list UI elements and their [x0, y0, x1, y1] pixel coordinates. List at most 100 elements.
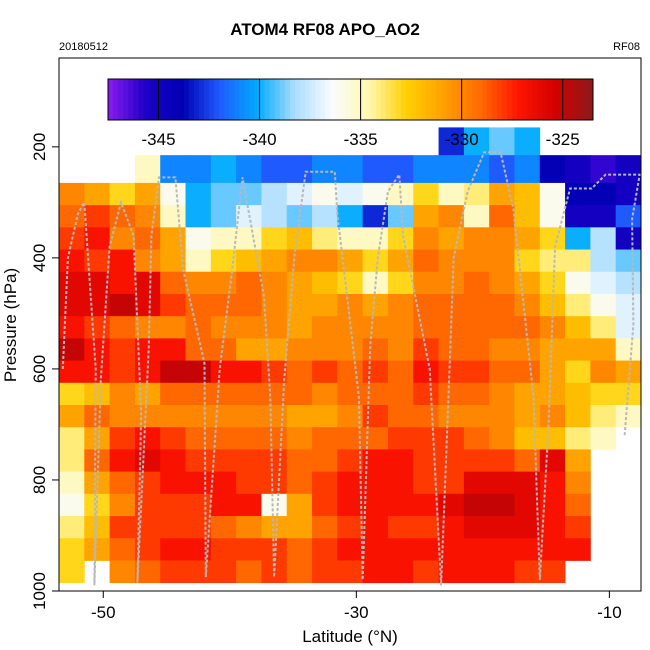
- heatmap-cell: [514, 249, 541, 273]
- heatmap-cell: [489, 271, 515, 295]
- heatmap-cell: [514, 427, 541, 450]
- heatmap-cell: [565, 249, 591, 273]
- heatmap-cell: [109, 493, 136, 517]
- colorbar-segment: [340, 79, 346, 120]
- heatmap-cell: [565, 405, 591, 428]
- heatmap-cell: [387, 249, 414, 273]
- colorbar-segment: [562, 79, 569, 120]
- heatmap-cell: [438, 360, 465, 384]
- heatmap-cell: [109, 338, 136, 361]
- heatmap-cell: [312, 338, 338, 361]
- heatmap-cell: [387, 382, 414, 406]
- heatmap-cell: [463, 471, 490, 495]
- heatmap-cell: [514, 293, 541, 317]
- colorbar-segment: [577, 79, 584, 120]
- heatmap-cell: [236, 405, 262, 428]
- heatmap-cell: [387, 271, 414, 295]
- heatmap-cell: [463, 360, 490, 384]
- heatmap-cell: [590, 405, 617, 428]
- heatmap-cell: [615, 271, 642, 295]
- colorbar-segment: [209, 79, 215, 120]
- heatmap-cell: [236, 338, 262, 361]
- heatmap-cell: [413, 360, 439, 384]
- heatmap-cell: [413, 382, 439, 406]
- heatmap-cell: [539, 493, 566, 517]
- colorbar-tick-label: -340: [243, 130, 277, 149]
- heatmap-cell: [590, 316, 617, 339]
- colorbar-segment: [203, 79, 210, 120]
- heatmap-cell: [413, 293, 439, 317]
- y-tick-label: 400: [30, 244, 49, 272]
- heatmap-cell: [539, 249, 566, 273]
- heatmap-cell: [387, 338, 414, 361]
- colorbar-segment: [133, 79, 139, 120]
- colorbar-segment: [461, 79, 468, 120]
- heatmap-cell: [160, 382, 186, 406]
- heatmap-cell: [565, 471, 591, 495]
- heatmap-cell: [185, 338, 212, 361]
- colorbar-segment: [365, 79, 372, 120]
- colorbar-segment: [426, 79, 432, 120]
- heatmap-cell: [185, 293, 212, 317]
- heatmap-cell: [590, 249, 617, 273]
- colorbar-segment: [375, 79, 382, 120]
- heatmap-cell: [337, 338, 364, 361]
- heatmap-cell: [615, 227, 642, 250]
- heatmap-cell: [261, 471, 288, 495]
- heatmap-cell: [463, 182, 490, 206]
- heatmap-cell: [160, 155, 186, 184]
- colorbar-segment: [411, 79, 417, 120]
- colorbar-segment: [466, 79, 473, 120]
- colorbar-segment: [279, 79, 286, 120]
- heatmap-cell: [489, 449, 515, 473]
- heatmap-cell: [337, 405, 364, 428]
- heatmap-cell: [387, 471, 414, 495]
- colorbar-segment: [542, 79, 549, 120]
- colorbar-segment: [234, 79, 240, 120]
- heatmap-cell: [59, 205, 85, 228]
- colorbar-frame: [107, 78, 594, 121]
- heatmap-cell: [286, 249, 313, 273]
- heatmap-cell: [539, 449, 566, 473]
- heatmap-cell: [312, 182, 338, 206]
- heatmap-cell: [489, 338, 515, 361]
- heatmap-cell: [160, 405, 186, 428]
- colorbar-segment: [128, 79, 134, 120]
- heatmap-cell: [286, 227, 313, 250]
- colorbar-segment: [148, 79, 154, 120]
- heatmap-cell: [59, 560, 85, 584]
- heatmap-cell: [565, 427, 591, 450]
- heatmap-cell: [438, 382, 465, 406]
- axes: -50 -30 -10 200 400 600 800 1000: [30, 133, 622, 622]
- heatmap-cell: [387, 182, 414, 206]
- heatmap-cell: [286, 271, 313, 295]
- heatmap-cell: [514, 227, 541, 250]
- heatmap-cell: [210, 538, 237, 561]
- heatmap-cell: [134, 205, 161, 228]
- colorbar-segment: [305, 79, 311, 120]
- heatmap-cell: [413, 227, 439, 250]
- heatmap-cell: [160, 205, 186, 228]
- heatmap-cell: [109, 471, 136, 495]
- heatmap-cell: [387, 493, 414, 517]
- colorbar-segment: [572, 79, 579, 120]
- heatmap-cell: [160, 516, 186, 539]
- heatmap-cell: [615, 316, 642, 339]
- heatmap-cell: [59, 449, 85, 473]
- colorbar-segment: [390, 79, 397, 120]
- heatmap-cell: [236, 449, 262, 473]
- heatmap-cell: [286, 382, 313, 406]
- heatmap-cell: [160, 360, 186, 384]
- heatmap-cell: [413, 405, 439, 428]
- colorbar-segment: [497, 79, 503, 120]
- heatmap-cell: [590, 293, 617, 317]
- heatmap-cell: [312, 382, 338, 406]
- heatmap-cell: [615, 360, 642, 384]
- heatmap-cell: [489, 560, 515, 584]
- heatmap-cell: [59, 471, 85, 495]
- heatmap-cell: [210, 205, 237, 228]
- heatmap-cell: [387, 227, 414, 250]
- heatmap-cell: [236, 382, 262, 406]
- heatmap-cell: [134, 316, 161, 339]
- heatmap-cell: [59, 360, 85, 384]
